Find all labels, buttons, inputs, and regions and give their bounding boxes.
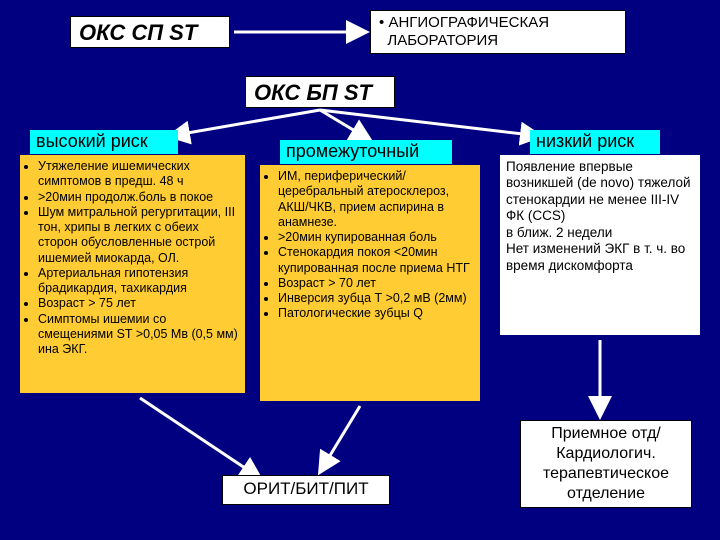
risk-low-text: Появление впервые возникшей (de novo) тя…: [506, 159, 694, 274]
risk-high-panel: Утяжеление ишемических симптомов в предш…: [20, 155, 245, 393]
orit-label: ОРИТ/БИТ/ПИТ: [243, 479, 368, 498]
bullet-icon: •: [379, 14, 384, 31]
list-item: ИМ, периферический/ церебральный атероск…: [278, 169, 474, 230]
list-item: Артериальная гипотензия брадикардия, тах…: [38, 266, 239, 297]
list-item: Возраст > 70 лет: [278, 276, 474, 291]
oks-sp-st-box: ОКС СП ST: [70, 16, 230, 48]
risk-low-header: низкий риск: [530, 130, 660, 154]
list-item: Шум митральной регургитации, III тон, хр…: [38, 205, 239, 266]
lab-line2: ЛАБОРАТОРИЯ: [387, 32, 498, 49]
list-item: >20мин продолж.боль в покое: [38, 190, 239, 205]
angiography-lab-box: • АНГИОГРАФИЧЕСКАЯ ЛАБОРАТОРИЯ: [370, 10, 626, 54]
oks-bp-st-box: ОКС БП ST: [245, 76, 395, 108]
list-item: Симптомы ишемии со смещениями ST >0,05 М…: [38, 312, 239, 358]
department-box: Приемное отд/ Кардиологич. терапевтическ…: [520, 420, 692, 508]
risk-low-header-text: низкий риск: [536, 131, 634, 151]
risk-high-list: Утяжеление ишемических симптомов в предш…: [26, 159, 239, 357]
risk-mid-panel: ИМ, периферический/ церебральный атероск…: [260, 165, 480, 401]
list-item: >20мин купированная боль: [278, 230, 474, 245]
risk-high-header-text: высокий риск: [36, 131, 148, 151]
risk-mid-header-text: промежуточный: [286, 141, 419, 161]
orit-box: ОРИТ/БИТ/ПИТ: [222, 475, 390, 505]
list-item: Возраст > 75 лет: [38, 296, 239, 311]
lab-line1: АНГИОГРАФИЧЕСКАЯ: [388, 14, 549, 31]
risk-mid-header: промежуточный: [280, 140, 452, 164]
risk-low-panel: Появление впервые возникшей (de novo) тя…: [500, 155, 700, 335]
list-item: Утяжеление ишемических симптомов в предш…: [38, 159, 239, 190]
list-item: Патологические зубцы Q: [278, 306, 474, 321]
oks-bp-st-label: ОКС БП ST: [254, 80, 372, 105]
oks-sp-st-label: ОКС СП ST: [79, 20, 197, 45]
list-item: Инверсия зубца Т >0,2 мВ (2мм): [278, 291, 474, 306]
list-item: Стенокардия покоя <20мин купированная по…: [278, 245, 474, 276]
risk-mid-list: ИМ, периферический/ церебральный атероск…: [266, 169, 474, 322]
risk-high-header: высокий риск: [30, 130, 178, 154]
department-label: Приемное отд/ Кардиологич. терапевтическ…: [543, 425, 669, 502]
